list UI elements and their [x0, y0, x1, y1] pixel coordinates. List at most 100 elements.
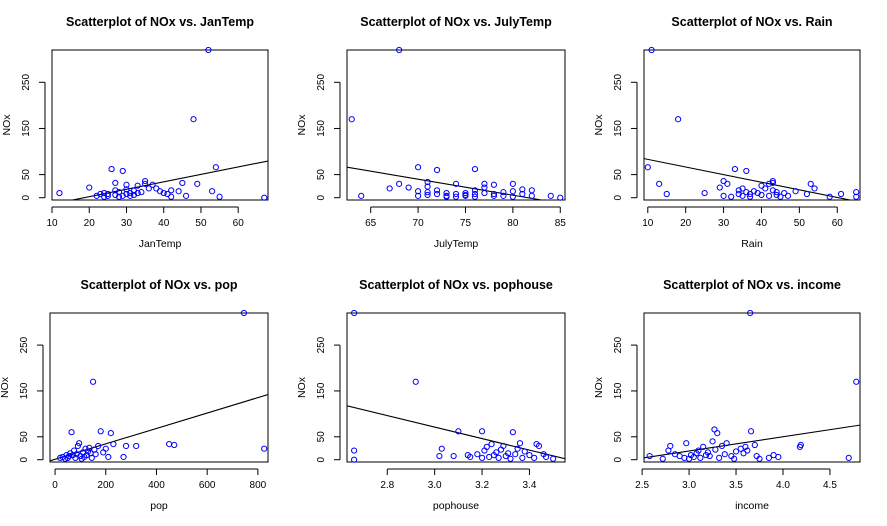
data-point: [88, 454, 95, 461]
x-tick-label: 50: [794, 218, 806, 229]
regression-line: [50, 394, 268, 462]
data-point: [516, 440, 524, 447]
data-point: [505, 450, 512, 457]
data-point: [123, 186, 130, 193]
data-point: [731, 455, 738, 462]
data-point: [716, 454, 723, 461]
data-point: [481, 184, 488, 191]
y-tick-label: 250: [613, 336, 624, 353]
data-point: [471, 193, 479, 200]
data-point: [528, 192, 535, 199]
data-point: [104, 190, 111, 198]
data-point: [474, 451, 481, 458]
x-tick-label: 800: [250, 480, 267, 491]
data-point: [718, 442, 726, 450]
data-point: [212, 164, 219, 171]
data-point: [735, 190, 742, 198]
data-point: [414, 192, 422, 199]
data-point: [412, 378, 419, 385]
x-tick-label: 4.5: [823, 480, 837, 491]
y-tick-label: 250: [316, 336, 327, 353]
data-point: [481, 189, 488, 197]
data-point: [490, 181, 498, 188]
data-point: [261, 194, 268, 201]
data-point: [424, 178, 431, 186]
data-point: [747, 193, 754, 200]
data-point: [742, 443, 749, 450]
x-axis-label: pop: [150, 500, 168, 512]
data-point: [483, 443, 490, 450]
x-tick-label: 60: [832, 218, 844, 229]
y-tick-label: 0: [21, 194, 32, 200]
plot-frame: [346, 312, 566, 463]
x-tick-label: 85: [555, 218, 567, 229]
data-point: [797, 441, 804, 449]
data-point: [756, 455, 763, 462]
data-point: [490, 192, 498, 199]
data-point: [721, 451, 728, 458]
data-point: [396, 46, 403, 54]
data-point: [112, 179, 119, 187]
data-point: [519, 454, 526, 461]
data-point: [519, 186, 526, 193]
y-tick-label: 250: [19, 336, 30, 353]
data-point: [663, 190, 670, 198]
data-point: [775, 453, 782, 461]
data-point: [747, 309, 754, 317]
data-point: [138, 189, 145, 196]
data-point: [351, 447, 358, 454]
data-point: [765, 192, 773, 199]
data-point: [386, 185, 393, 192]
y-axis-label: NOx: [0, 376, 11, 398]
panel-nox-vs-pop: Scatterplot of NOx vs. pop 0 200 400 600 800 0…: [0, 278, 269, 512]
data-point: [467, 453, 474, 461]
data-point: [490, 190, 498, 198]
data-point: [142, 180, 149, 187]
y-tick-label: 150: [316, 120, 327, 137]
x-axis-label: income: [735, 500, 769, 512]
x-axis-label: pophouse: [433, 500, 479, 512]
data-point: [720, 192, 727, 199]
data-point: [452, 190, 460, 198]
y-tick-label: 50: [21, 169, 32, 181]
data-point: [171, 441, 178, 449]
data-point: [762, 185, 769, 192]
data-point: [76, 440, 83, 447]
panel-nox-vs-rain: Scatterplot of NOx vs. Rain 10 20 30 40 50 60 0…: [593, 15, 861, 250]
data-point: [104, 192, 111, 199]
data-point: [765, 454, 773, 461]
x-tick-label: 600: [199, 480, 216, 491]
data-point: [656, 180, 663, 187]
data-point: [97, 428, 104, 435]
data-point: [119, 167, 126, 175]
data-point: [758, 191, 765, 199]
data-point: [514, 445, 521, 452]
x-tick-label: 2.5: [635, 480, 649, 491]
y-tick-label: 50: [19, 431, 30, 443]
data-point: [127, 192, 134, 199]
panel-nox-vs-julytemp: Scatterplot of NOx vs. JulyTemp 65 70 75 80 8…: [296, 15, 566, 250]
data-point: [531, 454, 538, 461]
data-point: [714, 430, 721, 437]
data-point: [160, 189, 167, 197]
data-point: [110, 441, 117, 448]
plot-frame: [643, 312, 861, 463]
data-point: [509, 180, 516, 187]
y-tick-label: 0: [613, 194, 624, 200]
data-point: [166, 441, 173, 448]
data-point: [452, 193, 460, 200]
data-point: [168, 193, 175, 200]
panel-nox-vs-income: Scatterplot of NOx vs. income 2.5 3.0 3.5 4.…: [593, 278, 861, 512]
data-point: [646, 452, 653, 460]
data-point: [493, 449, 500, 456]
data-point: [209, 188, 216, 195]
data-point: [86, 184, 93, 191]
x-tick-label: 20: [84, 218, 96, 229]
data-point: [436, 452, 443, 460]
data-point: [216, 193, 223, 200]
data-point: [358, 192, 365, 199]
data-point: [521, 448, 528, 455]
data-point: [89, 378, 97, 385]
data-point: [107, 430, 114, 437]
x-tick-label: 65: [365, 218, 377, 229]
